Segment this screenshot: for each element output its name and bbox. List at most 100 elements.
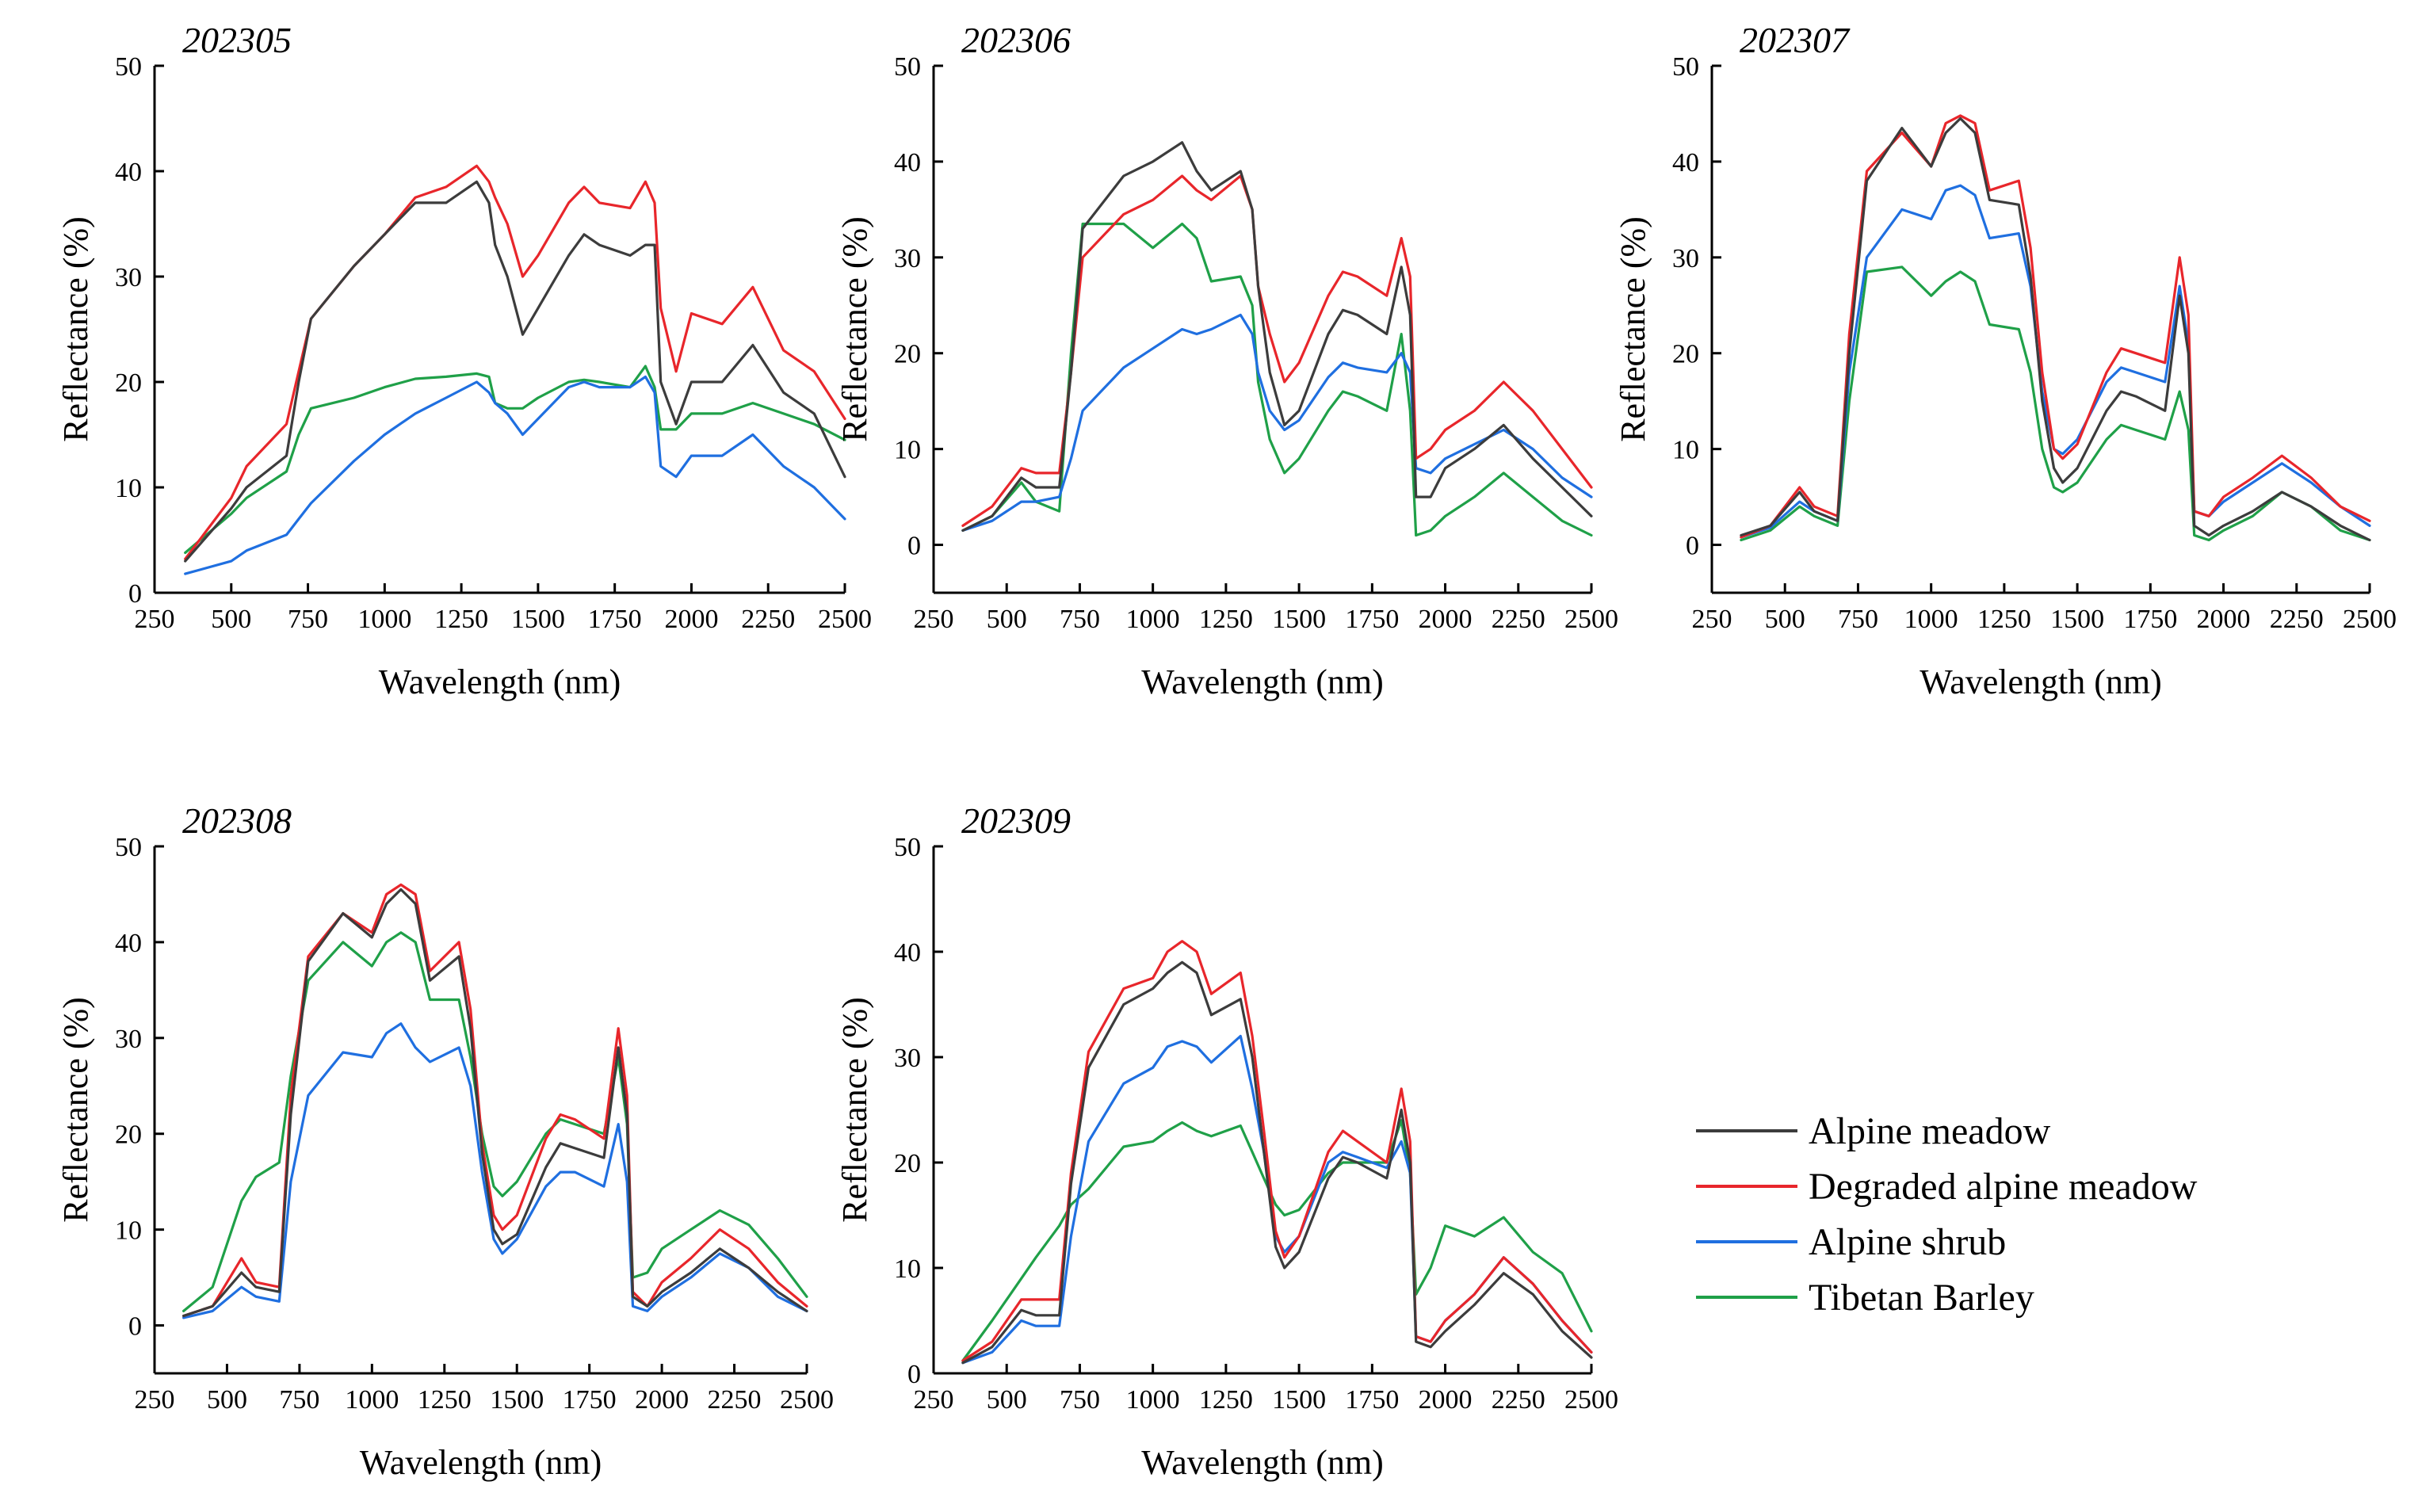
y-tick-label: 50 bbox=[115, 833, 142, 862]
panel-title: 202306 bbox=[961, 20, 1071, 60]
y-axis-title: Reflectance (%) bbox=[1614, 216, 1652, 442]
y-tick-label: 30 bbox=[894, 1044, 921, 1073]
x-tick-label: 2500 bbox=[1564, 1385, 1618, 1415]
x-tick-label: 2250 bbox=[741, 605, 795, 634]
y-tick-label: 50 bbox=[115, 52, 142, 82]
series-line-alpine-meadow bbox=[184, 180, 846, 563]
x-tick-label: 250 bbox=[1692, 605, 1732, 634]
x-tick-label: 2000 bbox=[1419, 1385, 1473, 1415]
x-tick-label: 500 bbox=[207, 1385, 247, 1415]
x-tick-label: 2250 bbox=[2270, 605, 2324, 634]
y-tick-label: 20 bbox=[115, 368, 142, 398]
x-tick-label: 1500 bbox=[2050, 605, 2104, 634]
x-tick-label: 750 bbox=[1060, 605, 1100, 634]
series-line-degraded-alpine-meadow bbox=[182, 883, 808, 1318]
y-tick-label: 30 bbox=[115, 263, 142, 292]
series-line-alpine-meadow bbox=[182, 888, 808, 1318]
y-tick-label: 20 bbox=[115, 1121, 142, 1150]
x-tick-label: 2500 bbox=[1564, 605, 1618, 634]
y-tick-label: 0 bbox=[907, 532, 921, 561]
x-tick-label: 2000 bbox=[664, 605, 718, 634]
y-tick-label: 50 bbox=[894, 52, 921, 82]
x-tick-label: 1250 bbox=[434, 605, 488, 634]
y-tick-label: 0 bbox=[1686, 532, 1699, 561]
x-axis-title: Wavelength (nm) bbox=[360, 1443, 602, 1482]
series-line-alpine-meadow bbox=[961, 960, 1593, 1365]
series-line-degraded-alpine-meadow bbox=[961, 940, 1593, 1362]
y-tick-label: 50 bbox=[894, 833, 921, 862]
x-tick-label: 1250 bbox=[1977, 605, 2031, 634]
series-line-tibetan-barley bbox=[184, 365, 846, 555]
x-tick-label: 1750 bbox=[2123, 605, 2177, 634]
y-axis-title: Reflectance (%) bbox=[56, 997, 95, 1223]
x-tick-label: 1000 bbox=[1904, 605, 1958, 634]
chart-panel-202308: 250 500 750 1000 1250 1500 1750 2000 2250 2500 0 10… bbox=[56, 800, 834, 1482]
x-tick-label: 750 bbox=[1838, 605, 1878, 634]
legend-label-degraded-alpine-meadow: Degraded alpine meadow bbox=[1809, 1166, 2198, 1208]
chart-panel-202306: 250 500 750 1000 1250 1500 1750 2000 2250 2500 0 10… bbox=[835, 20, 1618, 701]
series-line-degraded-alpine-meadow bbox=[184, 164, 846, 561]
y-tick-label: 40 bbox=[1672, 148, 1699, 178]
x-tick-label: 250 bbox=[914, 1385, 954, 1415]
y-tick-label: 50 bbox=[1672, 52, 1699, 82]
x-tick-label: 1000 bbox=[1126, 605, 1180, 634]
series-line-alpine-shrub bbox=[184, 375, 846, 575]
x-tick-label: 1000 bbox=[345, 1385, 399, 1415]
x-tick-label: 250 bbox=[914, 605, 954, 634]
x-tick-label: 2000 bbox=[635, 1385, 689, 1415]
x-tick-label: 1250 bbox=[1199, 1385, 1253, 1415]
chart-panels: 250 500 750 1000 1250 1500 1750 2000 2250 2500010… bbox=[56, 20, 2397, 1482]
y-tick-label: 30 bbox=[894, 244, 921, 273]
x-tick-label: 750 bbox=[279, 1385, 319, 1415]
x-tick-label: 2250 bbox=[708, 1385, 762, 1415]
panel-title: 202307 bbox=[1740, 20, 1851, 60]
series-line-degraded-alpine-meadow bbox=[1740, 114, 2371, 539]
x-tick-label: 2000 bbox=[2197, 605, 2251, 634]
y-tick-label: 40 bbox=[115, 929, 142, 958]
y-tick-label: 0 bbox=[128, 1312, 142, 1342]
y-tick-label: 10 bbox=[1672, 436, 1699, 465]
series-line-alpine-shrub bbox=[182, 1022, 808, 1319]
x-tick-label: 1500 bbox=[490, 1385, 544, 1415]
x-tick-label: 1250 bbox=[1199, 605, 1253, 634]
series-line-alpine-meadow bbox=[961, 141, 1593, 533]
x-tick-label: 2500 bbox=[780, 1385, 834, 1415]
series-line-tibetan-barley bbox=[961, 222, 1593, 537]
series-line-alpine-shrub bbox=[1740, 184, 2371, 539]
x-tick-label: 2000 bbox=[1419, 605, 1473, 634]
x-tick-label: 500 bbox=[211, 605, 251, 634]
x-tick-label: 2500 bbox=[818, 605, 872, 634]
panel-title: 202309 bbox=[961, 800, 1071, 841]
x-axis-title: Wavelength (nm) bbox=[1920, 662, 2162, 701]
y-tick-label: 20 bbox=[894, 340, 921, 369]
x-tick-label: 1000 bbox=[1126, 1385, 1180, 1415]
legend-label-alpine-shrub: Alpine shrub bbox=[1809, 1221, 2006, 1263]
series-line-degraded-alpine-meadow bbox=[961, 174, 1593, 528]
series-line-alpine-shrub bbox=[961, 313, 1593, 533]
x-tick-label: 1500 bbox=[1272, 605, 1326, 634]
legend: Alpine meadow Degraded alpine meadow Alp… bbox=[1696, 1110, 2198, 1319]
y-tick-label: 20 bbox=[894, 1149, 921, 1178]
x-tick-label: 750 bbox=[288, 605, 328, 634]
x-tick-label: 500 bbox=[1765, 605, 1805, 634]
x-tick-label: 500 bbox=[987, 1385, 1027, 1415]
y-tick-label: 10 bbox=[894, 436, 921, 465]
x-tick-label: 1000 bbox=[357, 605, 411, 634]
panel-title: 202305 bbox=[182, 20, 292, 60]
x-axis-title: Wavelength (nm) bbox=[1141, 662, 1384, 701]
y-tick-label: 30 bbox=[1672, 244, 1699, 273]
x-tick-label: 1500 bbox=[1272, 1385, 1326, 1415]
y-tick-label: 10 bbox=[115, 1216, 142, 1246]
series-line-tibetan-barley bbox=[1740, 265, 2371, 542]
x-tick-label: 1750 bbox=[1345, 1385, 1399, 1415]
chart-panel-202307: 250 500 750 1000 1250 1500 1750 2000 2250 2500 0 10… bbox=[1614, 20, 2397, 701]
y-axis-title: Reflectance (%) bbox=[56, 216, 95, 442]
legend-label-alpine-meadow: Alpine meadow bbox=[1809, 1110, 2051, 1152]
chart-panel-202309: 250 500 750 1000 1250 1500 1750 2000 2250 2500 0 10… bbox=[835, 800, 1618, 1482]
legend-label-tibetan-barley: Tibetan Barley bbox=[1809, 1277, 2034, 1319]
x-tick-label: 250 bbox=[135, 605, 175, 634]
y-tick-label: 40 bbox=[894, 938, 921, 968]
y-tick-label: 0 bbox=[907, 1360, 921, 1389]
y-axis-title: Reflectance (%) bbox=[835, 997, 874, 1223]
